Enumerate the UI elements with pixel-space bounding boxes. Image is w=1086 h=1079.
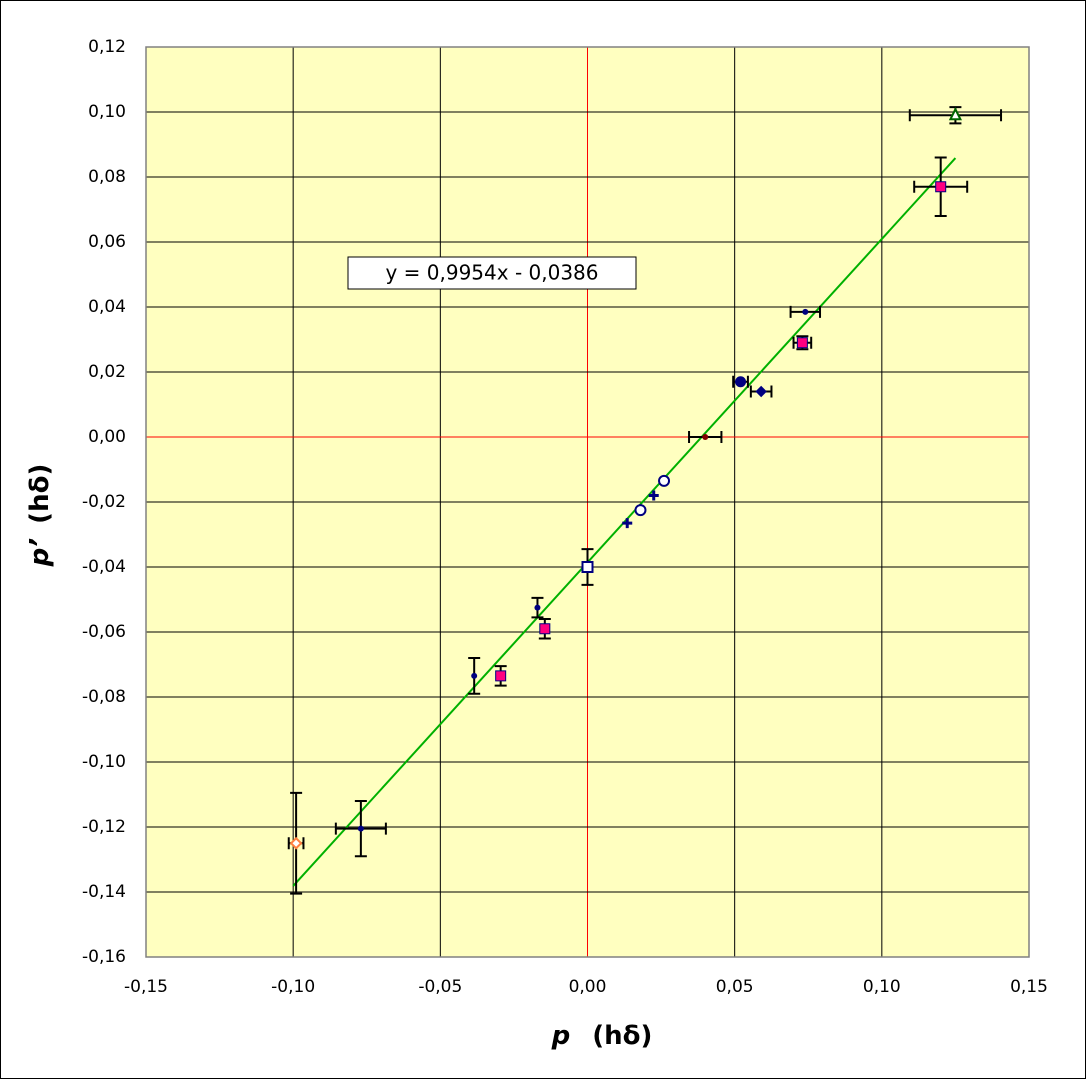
y-tick-label: -0,04 xyxy=(82,557,126,577)
point xyxy=(622,518,633,529)
y-tick-label: -0,16 xyxy=(82,947,126,967)
plot-border xyxy=(145,46,1030,958)
point xyxy=(755,385,767,398)
point xyxy=(534,604,541,611)
x-label-unit: (hδ) xyxy=(592,1021,652,1051)
y-tick-label: 0,12 xyxy=(88,37,126,57)
point xyxy=(357,825,364,832)
point xyxy=(634,504,647,517)
point xyxy=(581,561,594,573)
y-tick-label: 0,06 xyxy=(88,232,126,252)
x-tick-label: 0,10 xyxy=(863,977,901,997)
y-tick-label: -0,10 xyxy=(82,752,126,772)
point xyxy=(658,474,671,487)
y-tick-label: 0,10 xyxy=(88,102,126,122)
label-box xyxy=(347,256,637,290)
y-label-symbol: p’ xyxy=(25,538,55,568)
trendline-equation: y = 0,9954x - 0,0386 xyxy=(385,261,598,285)
x-axis-title: p (hδ) xyxy=(551,1021,653,1051)
point xyxy=(735,376,747,388)
y-tick-label: 0,08 xyxy=(88,167,126,187)
x-tick-label: 0,05 xyxy=(716,977,754,997)
x-tick-label: 0,15 xyxy=(1010,977,1048,997)
x-label-symbol: p xyxy=(551,1021,571,1051)
y-axis-title: p’ (hδ) xyxy=(25,464,55,568)
point xyxy=(648,490,659,501)
y-tick-label: -0,06 xyxy=(82,622,126,642)
y-tick-label: 0,04 xyxy=(88,297,126,317)
point xyxy=(495,670,507,682)
point xyxy=(539,623,551,635)
y-tick-label: 0,02 xyxy=(88,362,126,382)
x-tick-label: -0,10 xyxy=(271,977,315,997)
y-tick-label: -0,12 xyxy=(82,817,126,837)
y-tick-label: -0,14 xyxy=(82,882,126,902)
point xyxy=(289,836,303,850)
y-tick-label: -0,08 xyxy=(82,687,126,707)
x-tick-label: -0,05 xyxy=(418,977,462,997)
point xyxy=(948,107,963,121)
point xyxy=(702,434,709,440)
y-tick-label: 0,00 xyxy=(88,427,126,447)
point xyxy=(796,337,808,349)
trendline-label-box: y = 0,9954x - 0,0386 xyxy=(347,256,637,290)
y-tick-label: -0,02 xyxy=(82,492,126,512)
x-tick-label: 0,00 xyxy=(569,977,607,997)
point xyxy=(471,672,478,679)
point xyxy=(935,181,947,193)
x-tick-label: -0,15 xyxy=(124,977,168,997)
point xyxy=(802,308,809,315)
y-label-unit: (hδ) xyxy=(25,464,55,524)
